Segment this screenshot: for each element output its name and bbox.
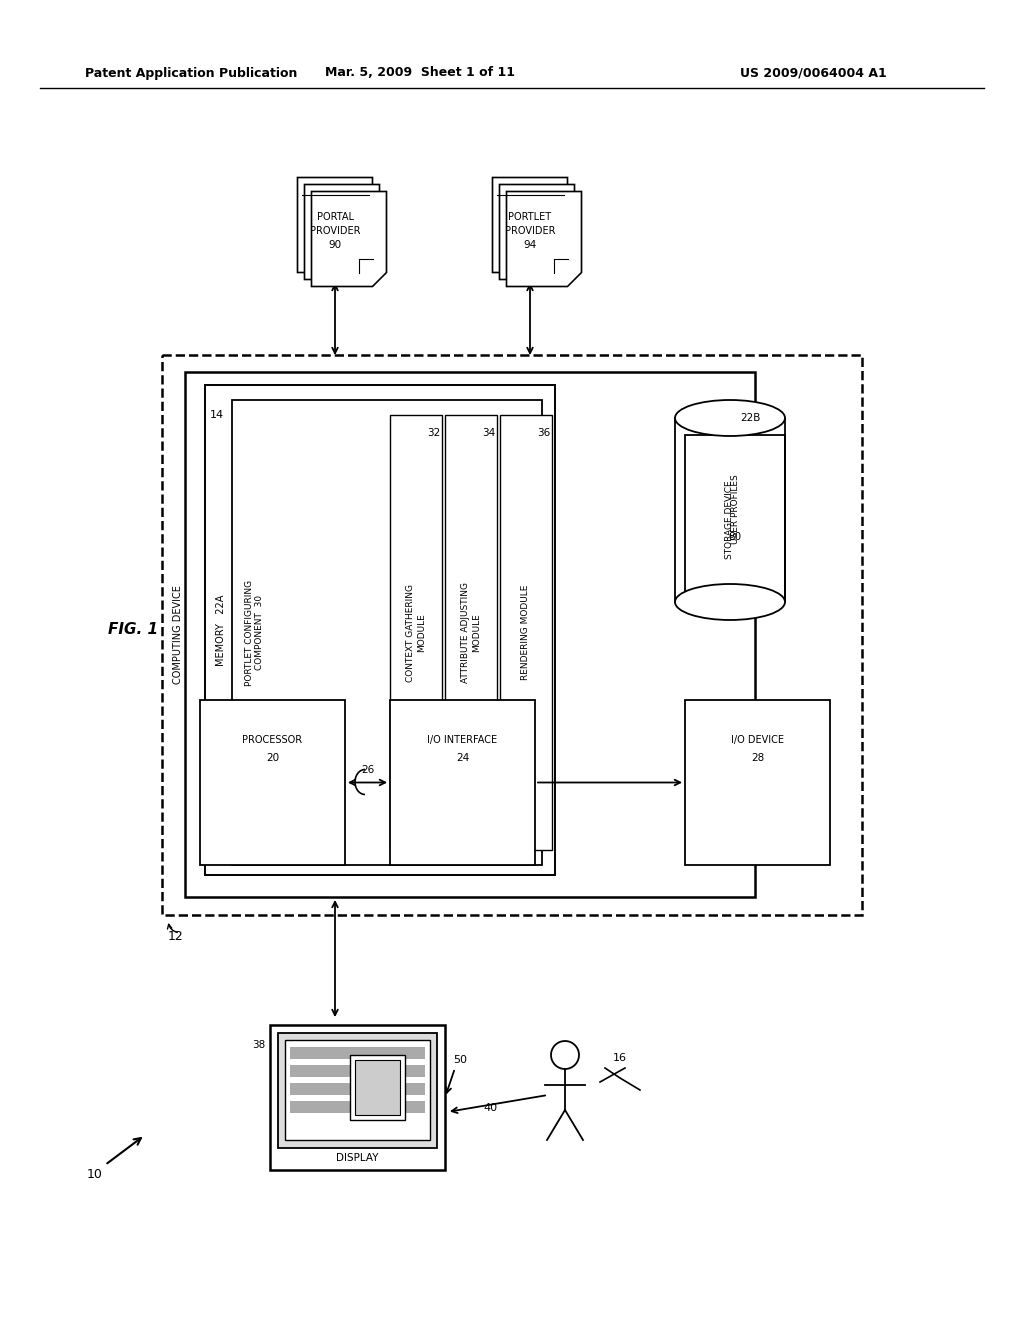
Text: 50: 50 — [453, 1055, 467, 1065]
Text: DISPLAY: DISPLAY — [336, 1152, 379, 1163]
Polygon shape — [500, 185, 574, 280]
Ellipse shape — [675, 400, 785, 436]
Text: PROVIDER: PROVIDER — [505, 226, 555, 236]
Bar — [200, 700, 345, 865]
Text: PORTLET CONFIGURING: PORTLET CONFIGURING — [245, 579, 254, 685]
Text: RENDERING MODULE: RENDERING MODULE — [521, 585, 530, 680]
Text: PROCESSOR: PROCESSOR — [243, 735, 302, 744]
Text: US 2009/0064004 A1: US 2009/0064004 A1 — [740, 66, 887, 79]
Text: 24: 24 — [456, 752, 469, 763]
Text: 38: 38 — [252, 1040, 265, 1049]
Bar — [355, 1060, 400, 1115]
Polygon shape — [507, 191, 582, 286]
Text: CONTEXT GATHERING
MODULE: CONTEXT GATHERING MODULE — [407, 583, 426, 681]
Text: 90: 90 — [329, 240, 342, 249]
Text: 26: 26 — [361, 766, 375, 775]
Bar — [290, 1047, 425, 1059]
Text: COMPONENT  30: COMPONENT 30 — [256, 595, 264, 671]
Bar — [290, 1065, 425, 1077]
Bar — [290, 1101, 425, 1113]
Polygon shape — [304, 185, 380, 280]
Polygon shape — [311, 191, 386, 286]
Polygon shape — [493, 177, 567, 272]
Bar — [390, 414, 442, 850]
Text: 32: 32 — [427, 428, 440, 438]
Bar — [685, 436, 785, 601]
Text: Mar. 5, 2009  Sheet 1 of 11: Mar. 5, 2009 Sheet 1 of 11 — [325, 66, 515, 79]
Text: 34: 34 — [481, 428, 495, 438]
Ellipse shape — [675, 583, 785, 620]
Text: I/O INTERFACE: I/O INTERFACE — [427, 735, 498, 744]
Bar — [500, 414, 552, 850]
Text: 94: 94 — [523, 240, 537, 249]
Bar — [445, 414, 497, 850]
Text: MEMORY   22A: MEMORY 22A — [216, 594, 226, 665]
Bar — [270, 1026, 445, 1170]
Polygon shape — [298, 177, 373, 272]
Bar — [285, 1040, 430, 1140]
Bar — [185, 372, 755, 898]
Text: 36: 36 — [537, 428, 550, 438]
Text: FIG. 1: FIG. 1 — [108, 623, 158, 638]
Text: 14: 14 — [210, 411, 224, 420]
Bar — [162, 355, 862, 915]
Text: 22B: 22B — [739, 413, 760, 422]
Text: I/O DEVICE: I/O DEVICE — [731, 735, 784, 744]
Text: 16: 16 — [613, 1053, 627, 1063]
Text: ATTRIBUTE ADJUSTING
MODULE: ATTRIBUTE ADJUSTING MODULE — [461, 582, 480, 682]
Text: USER PROFILES: USER PROFILES — [730, 475, 739, 544]
Text: 10: 10 — [87, 1168, 103, 1181]
Bar — [232, 400, 542, 865]
Text: COMPUTING DEVICE: COMPUTING DEVICE — [173, 586, 183, 685]
Text: 20: 20 — [266, 752, 280, 763]
Bar — [205, 385, 555, 875]
Text: PORTLET: PORTLET — [509, 213, 552, 222]
Bar — [390, 700, 535, 865]
Text: Patent Application Publication: Patent Application Publication — [85, 66, 297, 79]
Text: PROVIDER: PROVIDER — [309, 226, 360, 236]
Text: PORTAL: PORTAL — [316, 213, 353, 222]
Bar — [290, 1082, 425, 1096]
Text: STORAGE DEVICE: STORAGE DEVICE — [725, 480, 734, 560]
Bar — [685, 700, 830, 865]
Text: 28: 28 — [751, 752, 764, 763]
Text: 80: 80 — [728, 532, 741, 543]
Bar — [278, 1034, 437, 1148]
Text: 12: 12 — [168, 931, 183, 944]
Text: 40: 40 — [483, 1104, 497, 1113]
Bar — [350, 1055, 406, 1119]
